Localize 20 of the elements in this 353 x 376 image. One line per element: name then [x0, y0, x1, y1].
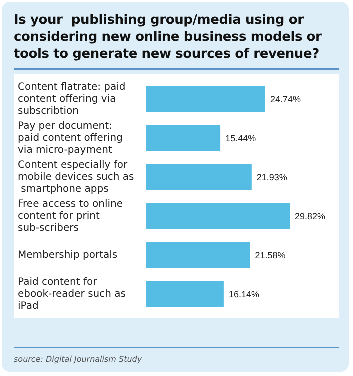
bar: [146, 204, 290, 230]
y-tick-label: Paid content for ebook-reader such as iPad: [18, 277, 130, 312]
data-label: 21.93%: [256, 172, 288, 182]
source-note: source: Digital Journalism Study: [14, 355, 142, 364]
data-label: 21.58%: [255, 250, 286, 260]
data-label: 24.74%: [270, 94, 301, 104]
bar: [146, 242, 250, 268]
bar: [146, 282, 224, 308]
y-tick-label: Free access to online content for print sub-scribers: [18, 199, 126, 234]
y-tick-label: Content flatrate: paid content offering via subscribtion: [18, 82, 129, 117]
y-tick-label: Pay per document: paid content offering via micro-payment: [18, 121, 126, 156]
y-tick-label: Membership portals: [18, 250, 118, 261]
bar: [146, 164, 252, 190]
bar: [146, 86, 266, 112]
chart-title: Is your publishing group/media using or considering new online business models or tools to generate new sources of revenue?: [14, 12, 323, 63]
data-label: 29.82%: [295, 212, 326, 222]
bar: [146, 126, 221, 152]
data-label: 15.44%: [226, 134, 256, 144]
data-label: 16.14%: [228, 290, 260, 300]
y-tick-label: Content especially for mobile devices such as smartphone apps: [18, 160, 134, 195]
